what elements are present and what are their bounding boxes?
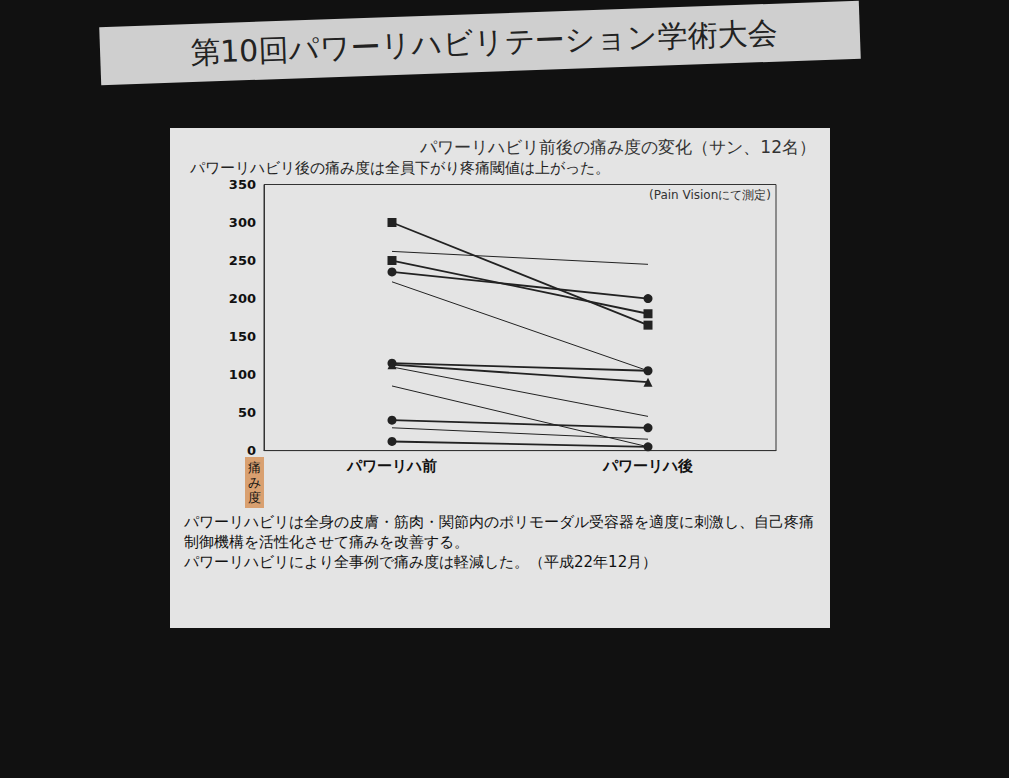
svg-text:み: み — [248, 475, 261, 490]
svg-text:パワーリハ後: パワーリハ後 — [602, 457, 693, 475]
html-text:第10回パワーリハビリテーション学術大会: 第10回パワーリハビリテーション学術大会 — [189, 14, 779, 71]
svg-text:0: 0 — [247, 443, 256, 458]
html-text:パワーリハビリ後の痛み度は全員下がり疼痛閾値は上がった。: パワーリハビリ後の痛み度は全員下がり疼痛閾値は上がった。 — [190, 159, 610, 177]
svg-text:200: 200 — [229, 291, 256, 306]
svg-text:(Pain Visionにて測定): (Pain Visionにて測定) — [649, 188, 771, 202]
svg-text:250: 250 — [229, 253, 256, 268]
svg-text:パワーリハ前: パワーリハ前 — [346, 457, 437, 475]
svg-text:痛: 痛 — [248, 460, 261, 475]
svg-text:300: 300 — [229, 215, 256, 230]
html-text:パワーリハビリにより全事例で痛み度は軽減した。（平成22年1: パワーリハビリにより全事例で痛み度は軽減した。（平成22年12月） — [184, 553, 658, 571]
html-text:パワーリハビリは全身の皮膚・筋肉・関節内のポリモーダル受容器: パワーリハビリは全身の皮膚・筋肉・関節内のポリモーダル受容器を適度に刺激し、自己… — [184, 513, 814, 551]
svg-text:50: 50 — [238, 405, 256, 420]
svg-text:度: 度 — [248, 490, 261, 505]
html-text:パワーリハビリ前後の痛み度の変化（サン、12名）: パワーリハビリ前後の痛み度の変化（サン、12名） — [420, 137, 816, 157]
svg-text:100: 100 — [229, 367, 256, 382]
svg-text:350: 350 — [229, 178, 256, 192]
svg-text:150: 150 — [229, 329, 256, 344]
